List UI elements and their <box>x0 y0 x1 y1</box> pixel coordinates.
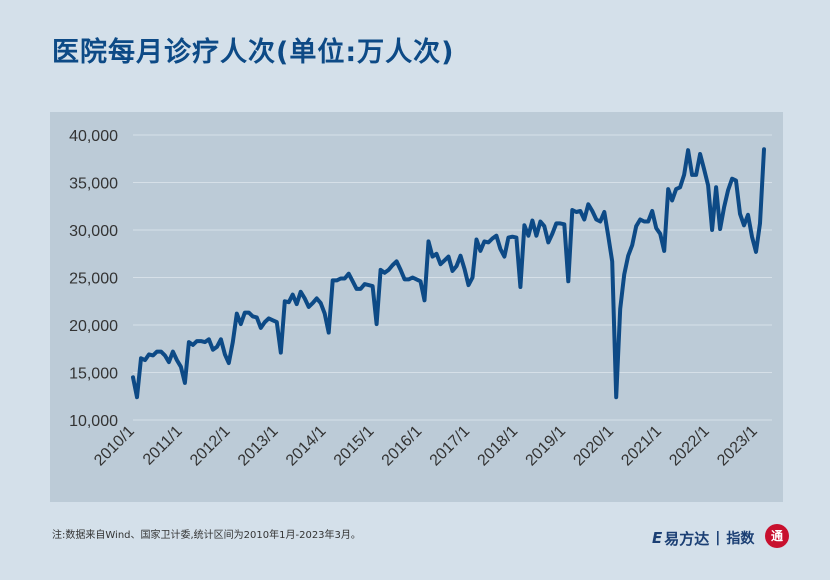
gridlines <box>133 134 772 421</box>
source-note: 注:数据来自Wind、国家卫计委,统计区间为2010年1月-2023年3月。 <box>52 530 361 541</box>
y-tick-label: 40,000 <box>69 128 118 145</box>
y-tick-label: 25,000 <box>69 271 118 288</box>
x-tick-label: 2018/1 <box>475 423 522 470</box>
x-tick-label: 2015/1 <box>331 423 378 470</box>
y-tick-label: 20,000 <box>69 318 118 335</box>
efunds-logo-icon: E <box>652 529 663 547</box>
series-line <box>131 147 766 400</box>
y-tick-labels: 10,000 15,000 20,000 25,000 30,000 35,000 40,0… <box>69 128 118 430</box>
x-tick-labels: 2010/1 2011/1 2012/1 2013/1 2014/1 2015/1 2016… <box>91 423 761 470</box>
x-tick-label: 2023/1 <box>714 423 761 470</box>
seal-icon: 通 <box>765 524 789 548</box>
x-tick-label: 2011/1 <box>140 423 186 469</box>
y-tick-label: 35,000 <box>69 176 118 193</box>
brand-product: 指数 <box>726 531 755 547</box>
chart-title: 医院每月诊疗人次(单位:万人次) <box>52 37 455 68</box>
brand-name: 易方达 <box>664 529 710 548</box>
y-tick-label: 30,000 <box>69 223 118 240</box>
x-tick-label: 2012/1 <box>187 423 234 470</box>
y-tick-label: 10,000 <box>69 413 118 430</box>
x-tick-label: 2021/1 <box>618 423 665 470</box>
x-tick-label: 2013/1 <box>235 423 282 470</box>
x-tick-label: 2020/1 <box>570 423 617 470</box>
plot-panel <box>50 112 783 502</box>
brand-separator: | <box>715 530 721 546</box>
x-tick-label: 2016/1 <box>379 423 426 470</box>
x-tick-label: 2022/1 <box>666 423 713 470</box>
x-tick-label: 2014/1 <box>283 423 330 470</box>
y-tick-label: 15,000 <box>69 366 118 383</box>
line-chart: 10,000 15,000 20,000 25,000 30,000 35,000 40,0… <box>69 128 772 470</box>
x-tick-label: 2019/1 <box>523 423 570 470</box>
x-tick-label: 2017/1 <box>427 423 474 470</box>
brand-logo: E 易方达 | 指数 <box>652 526 754 550</box>
